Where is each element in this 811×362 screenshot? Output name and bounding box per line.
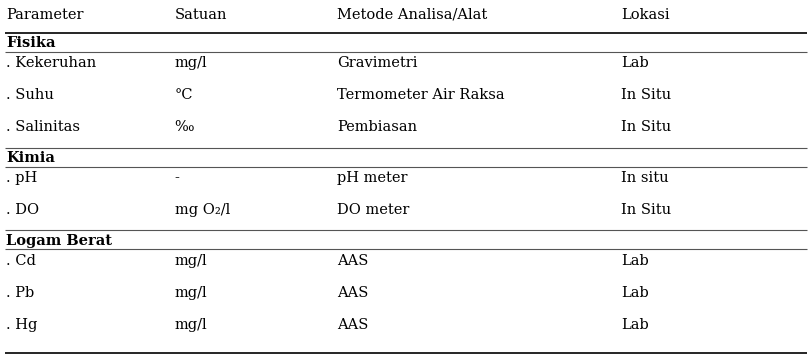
- Text: Gravimetri: Gravimetri: [337, 56, 417, 70]
- Text: . Suhu: . Suhu: [6, 88, 54, 102]
- Text: In Situ: In Situ: [620, 88, 671, 102]
- Text: . Cd: . Cd: [6, 254, 36, 268]
- Text: Metode Analisa/Alat: Metode Analisa/Alat: [337, 8, 487, 22]
- Text: In Situ: In Situ: [620, 203, 671, 217]
- Text: ‰: ‰: [174, 120, 194, 134]
- Text: mg/l: mg/l: [174, 286, 207, 300]
- Text: mg/l: mg/l: [174, 56, 207, 70]
- Text: Lokasi: Lokasi: [620, 8, 669, 22]
- Text: In situ: In situ: [620, 171, 668, 185]
- Text: pH meter: pH meter: [337, 171, 407, 185]
- Text: mg/l: mg/l: [174, 254, 207, 268]
- Text: . Salinitas: . Salinitas: [6, 120, 80, 134]
- Text: In Situ: In Situ: [620, 120, 671, 134]
- Text: . DO: . DO: [6, 203, 40, 217]
- Text: Logam Berat: Logam Berat: [6, 234, 113, 248]
- Text: DO meter: DO meter: [337, 203, 409, 217]
- Text: Lab: Lab: [620, 318, 648, 332]
- Text: mg/l: mg/l: [174, 318, 207, 332]
- Text: . Hg: . Hg: [6, 318, 38, 332]
- Text: Lab: Lab: [620, 254, 648, 268]
- Text: -: -: [174, 171, 179, 185]
- Text: . Kekeruhan: . Kekeruhan: [6, 56, 97, 70]
- Text: Parameter: Parameter: [6, 8, 84, 22]
- Text: Lab: Lab: [620, 286, 648, 300]
- Text: Fisika: Fisika: [6, 36, 56, 50]
- Text: . pH: . pH: [6, 171, 37, 185]
- Text: AAS: AAS: [337, 318, 368, 332]
- Text: . Pb: . Pb: [6, 286, 35, 300]
- Text: Termometer Air Raksa: Termometer Air Raksa: [337, 88, 504, 102]
- Text: Lab: Lab: [620, 56, 648, 70]
- Text: Satuan: Satuan: [174, 8, 227, 22]
- Text: Pembiasan: Pembiasan: [337, 120, 417, 134]
- Text: Kimia: Kimia: [6, 151, 55, 165]
- Text: mg O₂/l: mg O₂/l: [174, 203, 230, 217]
- Text: AAS: AAS: [337, 286, 368, 300]
- Text: °C: °C: [174, 88, 193, 102]
- Text: AAS: AAS: [337, 254, 368, 268]
